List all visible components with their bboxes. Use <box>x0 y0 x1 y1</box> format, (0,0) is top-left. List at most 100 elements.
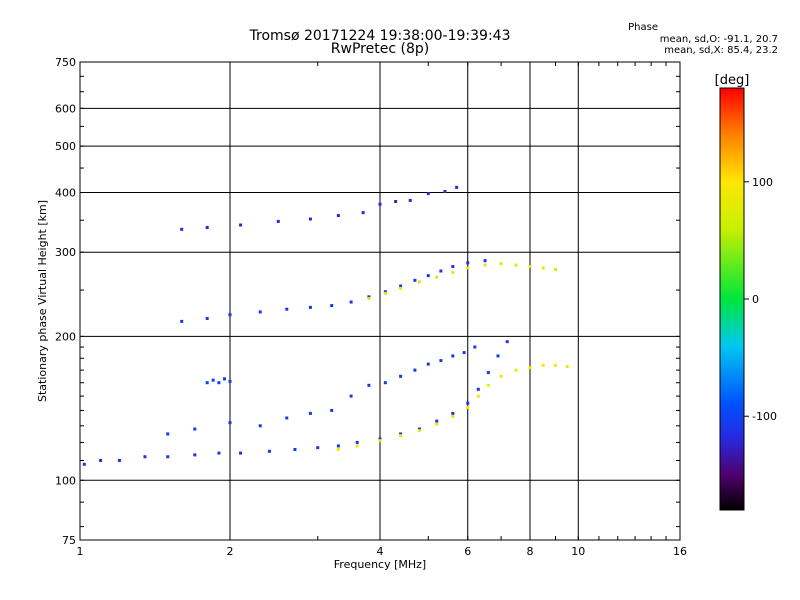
data-point <box>514 263 518 267</box>
data-point <box>514 368 518 372</box>
data-point <box>473 345 477 349</box>
data-point <box>166 432 170 436</box>
data-point <box>211 378 215 382</box>
y-tick-label: 750 <box>55 56 76 69</box>
data-point <box>451 411 455 415</box>
data-point <box>399 374 403 378</box>
data-point <box>228 421 232 425</box>
data-point <box>496 354 500 358</box>
data-point <box>308 305 312 309</box>
data-point <box>426 362 430 366</box>
data-point <box>223 377 227 381</box>
data-point <box>466 405 470 409</box>
data-point <box>413 278 417 282</box>
data-point <box>439 359 443 363</box>
data-point <box>413 368 417 372</box>
data-point <box>426 274 430 278</box>
data-point <box>367 295 371 299</box>
data-point <box>355 440 359 444</box>
x-axis-label: Frequency [MHz] <box>334 558 426 571</box>
data-point <box>486 371 490 375</box>
data-point <box>205 225 209 229</box>
data-point <box>399 286 403 290</box>
data-point <box>180 227 184 231</box>
data-point <box>193 453 197 457</box>
y-tick-label: 300 <box>55 246 76 259</box>
data-point <box>166 455 170 459</box>
data-point <box>367 297 371 301</box>
data-point <box>455 185 459 189</box>
x-tick-label: 6 <box>464 545 471 558</box>
data-point <box>383 291 387 295</box>
chart-title: Tromsø 20171224 19:38:00-19:39:43 <box>249 28 511 44</box>
data-point <box>466 261 470 265</box>
data-point <box>383 381 387 385</box>
data-point <box>528 366 532 370</box>
data-point <box>417 280 421 284</box>
data-point <box>349 394 353 398</box>
data-point <box>399 434 403 438</box>
data-point <box>417 429 421 433</box>
data-point <box>293 447 297 451</box>
colorbar <box>719 87 745 511</box>
data-point <box>336 444 340 448</box>
data-point <box>205 316 209 320</box>
y-axis-label: Stationary phase Virtual Height [km] <box>36 200 49 402</box>
data-point <box>462 351 466 355</box>
data-point <box>336 447 340 451</box>
data-point <box>308 411 312 415</box>
phase-mean-o: mean, sd,O: -91.1, 20.7 <box>659 34 778 45</box>
x-tick-label: 4 <box>377 545 384 558</box>
data-point <box>553 268 557 272</box>
data-point <box>486 383 490 387</box>
data-point <box>541 266 545 270</box>
data-point <box>408 198 412 202</box>
data-point <box>361 211 365 215</box>
colorbar-tick-label: -100 <box>752 410 777 423</box>
data-point <box>239 223 243 227</box>
x-tick-label: 16 <box>673 545 687 558</box>
data-point <box>330 304 334 308</box>
data-point <box>499 374 503 378</box>
data-point <box>466 401 470 405</box>
colorbar-label: [deg] <box>715 73 750 88</box>
data-point <box>443 189 447 193</box>
data-point <box>228 313 232 317</box>
data-point <box>528 265 532 269</box>
data-point <box>476 394 480 398</box>
data-point <box>267 449 271 453</box>
colorbar-tick-label: 100 <box>752 176 773 189</box>
data-point <box>239 451 243 455</box>
data-point <box>217 451 221 455</box>
data-point <box>193 427 197 431</box>
data-point <box>378 437 382 441</box>
data-point <box>217 381 221 385</box>
data-point <box>451 271 455 275</box>
data-point <box>451 414 455 418</box>
data-point <box>435 422 439 426</box>
data-point <box>383 290 387 294</box>
data-point <box>435 275 439 279</box>
data-point <box>205 381 209 385</box>
data-point <box>483 263 487 267</box>
colorbar-tick-label: 0 <box>752 293 759 306</box>
phase-mean-x: mean, sd,X: 85.4, 23.2 <box>664 45 778 56</box>
data-point <box>330 408 334 412</box>
data-point <box>499 262 503 266</box>
data-point <box>99 458 103 462</box>
data-point <box>82 462 86 466</box>
data-point <box>180 319 184 323</box>
chart-subtitle: RwPretec (8p) <box>330 41 430 57</box>
x-tick-label: 10 <box>571 545 585 558</box>
data-point <box>399 432 403 436</box>
x-tick-label: 2 <box>227 545 234 558</box>
data-point <box>143 455 147 459</box>
data-point <box>451 354 455 358</box>
data-point <box>476 387 480 391</box>
data-point <box>466 266 470 270</box>
data-point <box>439 269 443 273</box>
data-point <box>258 424 262 428</box>
data-point <box>336 214 340 218</box>
data-point <box>355 444 359 448</box>
